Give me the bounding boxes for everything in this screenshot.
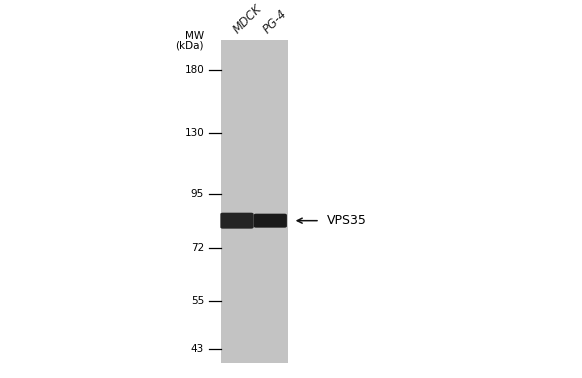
Text: 43: 43 <box>191 344 204 354</box>
Text: VPS35: VPS35 <box>327 214 367 227</box>
Text: 130: 130 <box>184 129 204 138</box>
Text: MW: MW <box>185 31 204 40</box>
Text: 95: 95 <box>191 189 204 199</box>
Text: (kDa): (kDa) <box>176 41 204 51</box>
Text: 72: 72 <box>191 243 204 253</box>
Text: 180: 180 <box>184 65 204 75</box>
Text: PG-4: PG-4 <box>261 8 290 37</box>
Text: MDCK: MDCK <box>230 3 264 37</box>
FancyBboxPatch shape <box>254 214 287 228</box>
Bar <box>222 40 288 363</box>
FancyBboxPatch shape <box>221 213 254 229</box>
Text: 55: 55 <box>191 296 204 306</box>
